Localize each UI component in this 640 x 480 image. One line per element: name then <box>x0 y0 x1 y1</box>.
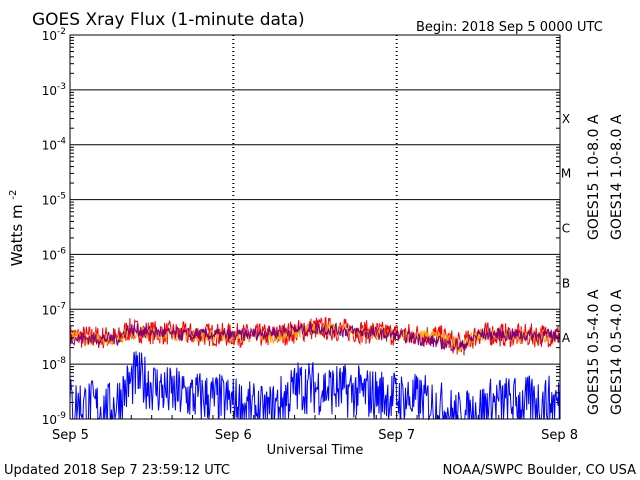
y-tick-label: 10-3 <box>42 82 66 98</box>
legend-entry: GOES15 0.5-4.0 A <box>586 289 602 415</box>
legend-entry: GOES14 0.5-4.0 A <box>609 289 625 415</box>
y-tick-label: 10-4 <box>42 137 67 153</box>
flare-class-label: B <box>562 276 570 290</box>
y-tick-base: 10 <box>42 29 57 43</box>
flare-class-label: A <box>562 331 571 345</box>
legend: GOES15 1.0-8.0 A GOES14 1.0-8.0 A GOES15 0… <box>586 114 625 415</box>
y-tick-exponent: -4 <box>57 137 66 147</box>
plot-frame <box>69 34 561 420</box>
y-tick-base: 10 <box>42 413 57 427</box>
footer-updated: Updated 2018 Sep 7 23:59:12 UTC <box>4 463 230 478</box>
legend-entry: GOES14 1.0-8.0 A <box>609 114 625 240</box>
flare-class-label: C <box>562 221 570 235</box>
y-tick-label: 10-7 <box>42 301 66 317</box>
series-group <box>69 316 561 421</box>
grid-lines <box>70 35 560 419</box>
footer-source: NOAA/SWPC Boulder, CO USA <box>443 463 636 478</box>
y-tick-exponent: -8 <box>57 356 66 366</box>
y-tick-label: 10-9 <box>42 411 67 427</box>
y-tick-exponent: -3 <box>57 82 66 92</box>
y-axis-label: Watts m -2 <box>8 190 26 267</box>
x-tick-label: Sep 7 <box>378 428 415 443</box>
flare-class-labels: X M C B A <box>561 112 571 345</box>
y-tick-label: 10-5 <box>42 192 66 208</box>
y-tick-label: 10-2 <box>42 27 66 43</box>
x-tick-label: Sep 5 <box>52 428 89 443</box>
series-line <box>69 351 561 421</box>
y-tick-base: 10 <box>42 194 57 208</box>
x-tick-label: Sep 6 <box>215 428 252 443</box>
x-tick-label: Sep 8 <box>541 428 578 443</box>
flare-class-label: X <box>562 112 570 126</box>
y-tick-exponent: -9 <box>57 411 66 421</box>
y-tick-base: 10 <box>42 248 57 262</box>
y-axis-ticks: 10-210-310-410-510-610-710-810-9 <box>42 27 560 427</box>
y-tick-base: 10 <box>42 303 57 317</box>
flare-class-label: M <box>561 167 571 181</box>
y-axis-label-exponent: -2 <box>8 190 19 200</box>
y-tick-label: 10-8 <box>42 356 67 372</box>
y-tick-exponent: -5 <box>57 192 66 202</box>
y-tick-label: 10-6 <box>42 246 67 262</box>
y-tick-exponent: -6 <box>57 246 66 256</box>
y-axis-label-text: Watts m <box>8 204 26 266</box>
x-axis-label: Universal Time <box>267 443 364 458</box>
y-tick-exponent: -2 <box>57 27 66 37</box>
y-tick-base: 10 <box>42 139 57 153</box>
legend-entry: GOES15 1.0-8.0 A <box>586 114 602 240</box>
x-axis-ticks: Sep 5 Sep 6 Sep 7 Sep 8 <box>52 411 578 443</box>
y-tick-exponent: -7 <box>57 301 66 311</box>
chart-title: GOES Xray Flux (1-minute data) <box>32 10 305 30</box>
begin-label: Begin: 2018 Sep 5 0000 UTC <box>416 20 603 35</box>
y-tick-base: 10 <box>42 358 57 372</box>
series-line <box>69 322 561 352</box>
y-tick-base: 10 <box>42 84 57 98</box>
